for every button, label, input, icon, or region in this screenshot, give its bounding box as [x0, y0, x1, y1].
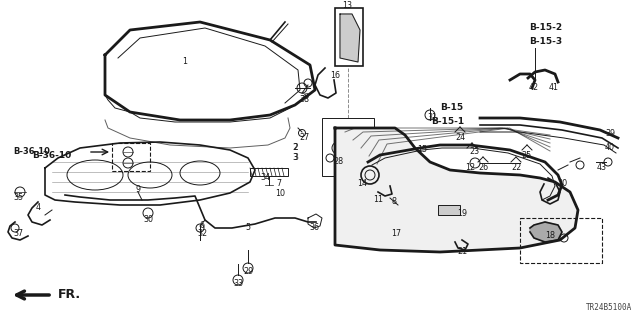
- Polygon shape: [335, 128, 578, 252]
- Text: 29: 29: [244, 268, 254, 276]
- Text: 1: 1: [182, 58, 188, 67]
- Text: 2: 2: [294, 142, 298, 151]
- Text: 3: 3: [294, 153, 298, 162]
- Text: 27: 27: [299, 133, 309, 142]
- Text: 38: 38: [301, 93, 310, 99]
- Text: 16: 16: [330, 70, 340, 79]
- Text: 36: 36: [309, 222, 319, 231]
- Text: 22: 22: [511, 164, 521, 172]
- Text: 37: 37: [13, 228, 23, 237]
- Text: 42: 42: [529, 83, 539, 92]
- Text: 6: 6: [200, 220, 205, 229]
- Text: 18: 18: [545, 230, 555, 239]
- Text: 32: 32: [197, 228, 207, 237]
- Text: 12: 12: [465, 164, 475, 172]
- Text: B-36-10: B-36-10: [13, 148, 50, 156]
- Text: 26: 26: [478, 163, 488, 172]
- Text: B-36-10: B-36-10: [33, 150, 72, 159]
- Text: 40: 40: [605, 142, 615, 151]
- Text: 25: 25: [522, 150, 532, 159]
- Text: 28: 28: [333, 157, 343, 166]
- Text: 9: 9: [136, 186, 141, 195]
- Text: 7: 7: [276, 179, 282, 188]
- Text: 4: 4: [35, 204, 40, 212]
- Text: 33: 33: [233, 278, 243, 287]
- Text: 31: 31: [427, 114, 437, 123]
- Text: 17: 17: [391, 228, 401, 237]
- Text: 5: 5: [245, 223, 251, 233]
- Text: 3: 3: [292, 154, 298, 163]
- Text: 43: 43: [597, 163, 607, 172]
- Text: 13: 13: [342, 1, 352, 10]
- Text: B-15-1: B-15-1: [431, 117, 465, 126]
- Text: FR.: FR.: [58, 289, 81, 301]
- Text: 24: 24: [455, 132, 465, 141]
- Text: 30: 30: [143, 215, 153, 225]
- Text: 23: 23: [469, 148, 479, 156]
- Polygon shape: [340, 14, 360, 62]
- Text: 8: 8: [392, 197, 397, 206]
- Text: 15: 15: [417, 146, 427, 155]
- Text: 2: 2: [292, 143, 298, 153]
- Text: 35: 35: [13, 193, 23, 202]
- Text: 38: 38: [299, 95, 309, 105]
- Text: 10: 10: [275, 188, 285, 197]
- Text: 11: 11: [373, 196, 383, 204]
- Text: TR24B5100A: TR24B5100A: [586, 303, 632, 312]
- Text: 39: 39: [605, 129, 615, 138]
- Text: 34: 34: [260, 172, 270, 181]
- Text: 19: 19: [457, 210, 467, 219]
- FancyBboxPatch shape: [438, 205, 460, 215]
- Text: 41: 41: [549, 83, 559, 92]
- Text: B-15-2: B-15-2: [529, 23, 563, 33]
- Polygon shape: [530, 222, 562, 242]
- Text: B-15-3: B-15-3: [529, 37, 563, 46]
- Text: 14: 14: [357, 179, 367, 188]
- Text: B-15: B-15: [440, 103, 463, 113]
- Text: 21: 21: [457, 247, 467, 257]
- Text: 20: 20: [557, 179, 567, 188]
